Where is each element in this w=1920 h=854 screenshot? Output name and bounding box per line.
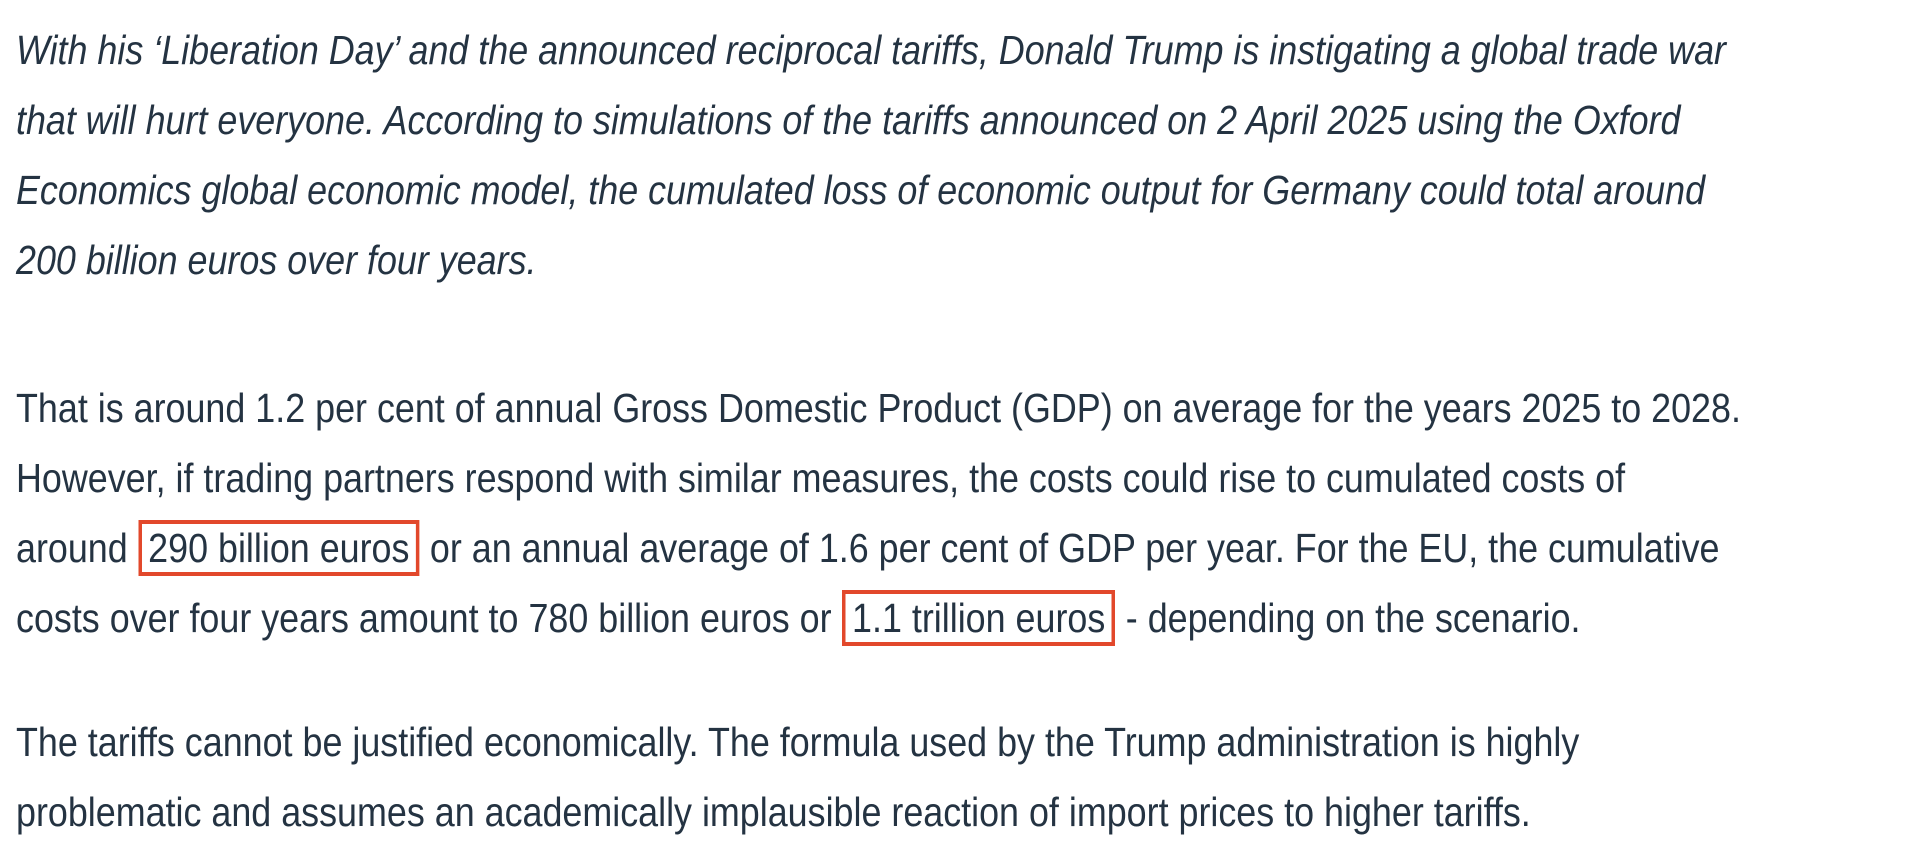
text-line: Economics global economic model, the cum… bbox=[16, 155, 1705, 225]
text-segment: Economics global economic model, the cum… bbox=[16, 167, 1706, 213]
text-segment: That is around 1.2 per cent of annual Gr… bbox=[16, 385, 1741, 431]
text-line: The tariffs cannot be justified economic… bbox=[16, 707, 1682, 777]
text-segment: or an annual average of 1.6 per cent of … bbox=[419, 525, 1720, 571]
text-segment: that will hurt everyone. According to si… bbox=[16, 97, 1681, 143]
text-segment: 200 billion euros over four years. bbox=[16, 237, 537, 283]
highlighted-phrase: 1.1 trillion euros bbox=[842, 590, 1115, 646]
body-paragraph-1: That is around 1.2 per cent of annual Gr… bbox=[16, 373, 1920, 653]
text-line: However, if trading partners respond wit… bbox=[16, 443, 1682, 513]
text-line: around 290 billion euros or an annual av… bbox=[16, 513, 1720, 583]
text-segment: With his ‘Liberation Day’ and the announ… bbox=[16, 27, 1726, 73]
text-line: costs over four years amount to 780 bill… bbox=[16, 583, 1682, 653]
text-segment: around bbox=[16, 525, 138, 571]
highlighted-phrase: 290 billion euros bbox=[138, 520, 420, 576]
text-segment: costs over four years amount to 780 bill… bbox=[16, 595, 842, 641]
text-segment: - depending on the scenario. bbox=[1115, 595, 1581, 641]
text-line: 200 billion euros over four years. bbox=[16, 225, 1682, 295]
text-line: That is around 1.2 per cent of annual Gr… bbox=[16, 373, 1741, 443]
lead-paragraph: With his ‘Liberation Day’ and the announ… bbox=[16, 15, 1920, 295]
body-paragraph-2: The tariffs cannot be justified economic… bbox=[16, 707, 1920, 847]
text-segment: However, if trading partners respond wit… bbox=[16, 455, 1626, 501]
text-segment: problematic and assumes an academically … bbox=[16, 789, 1531, 835]
text-line: With his ‘Liberation Day’ and the announ… bbox=[16, 15, 1726, 85]
text-line: that will hurt everyone. According to si… bbox=[16, 85, 1682, 155]
text-segment: The tariffs cannot be justified economic… bbox=[16, 719, 1580, 765]
text-line: problematic and assumes an academically … bbox=[16, 777, 1682, 847]
